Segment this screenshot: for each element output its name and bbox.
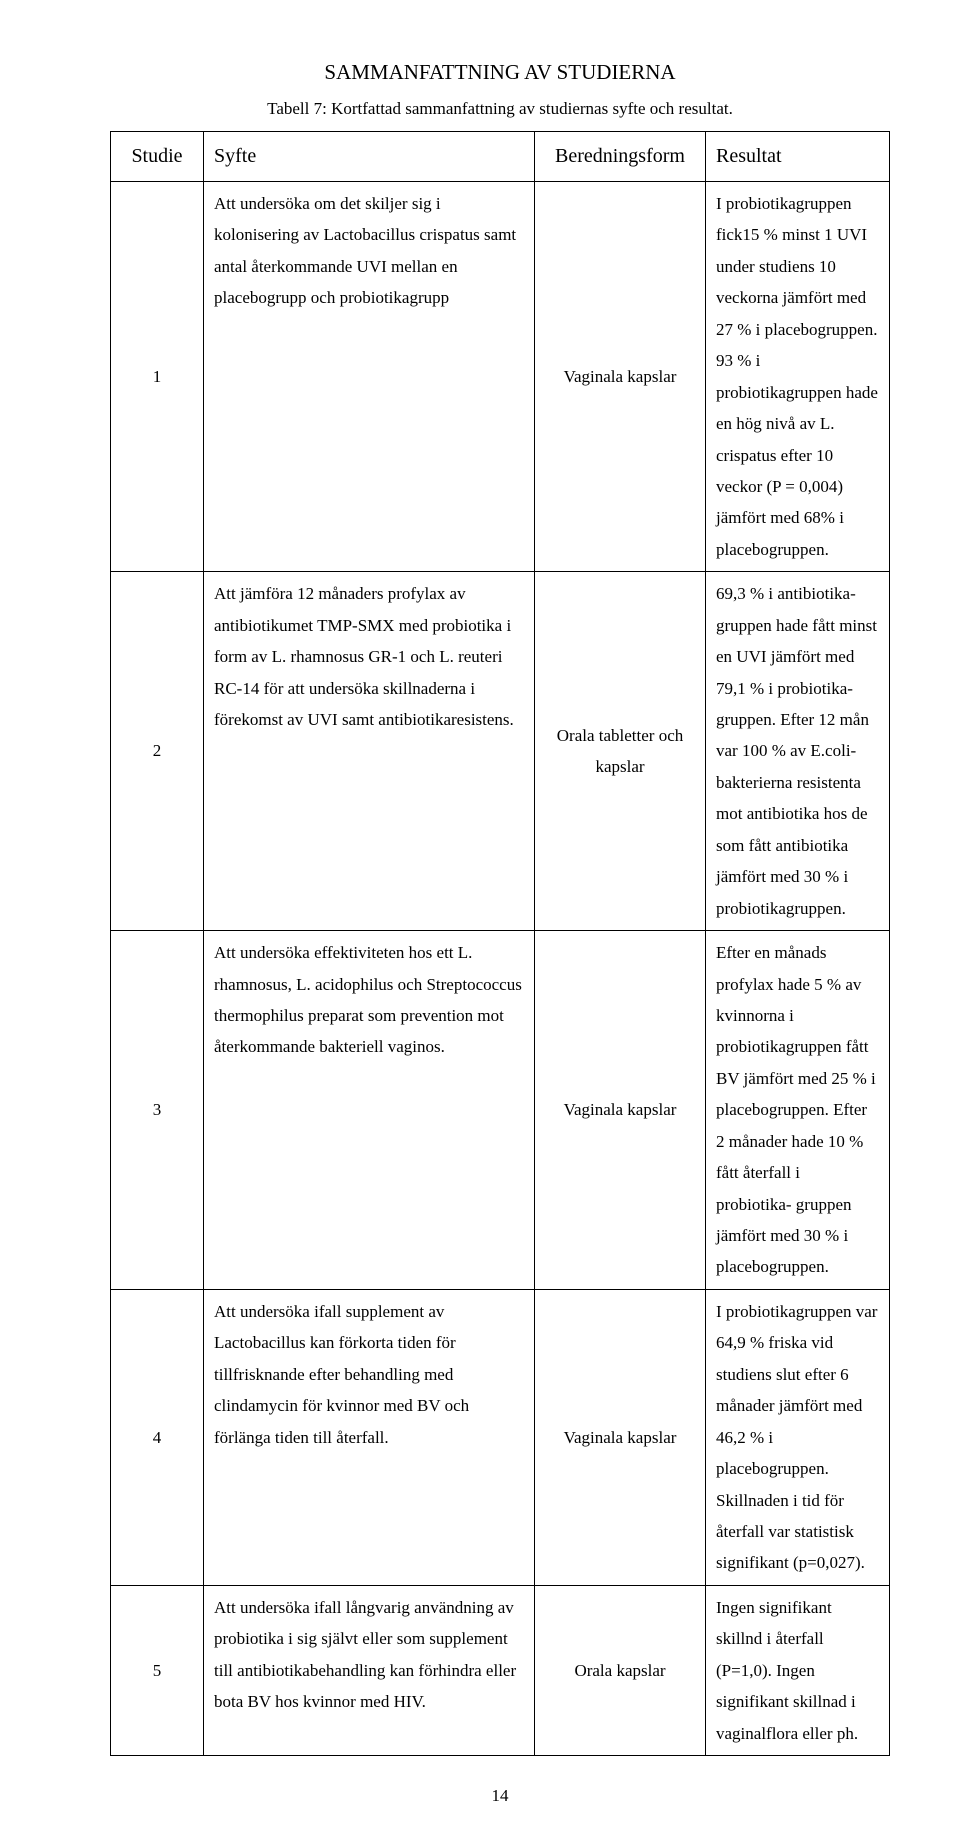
table-row: 4 Att undersöka ifall supplement av Lact… [111, 1289, 890, 1585]
cell-syfte: Att undersöka ifall långvarig användning… [204, 1585, 535, 1755]
cell-studie: 5 [111, 1585, 204, 1755]
page-number: 14 [110, 1786, 890, 1806]
cell-studie: 4 [111, 1289, 204, 1585]
table-row: 2 Att jämföra 12 månaders profylax av an… [111, 572, 890, 931]
cell-studie: 1 [111, 182, 204, 572]
cell-result: 69,3 % i antibiotika- gruppen hade fått … [706, 572, 890, 931]
header-form: Beredningsform [535, 132, 706, 182]
summary-table: Studie Syfte Beredningsform Resultat 1 A… [110, 131, 890, 1756]
document-title: SAMMANFATTNING AV STUDIERNA [110, 60, 890, 85]
header-result: Resultat [706, 132, 890, 182]
cell-studie: 2 [111, 572, 204, 931]
table-row: 1 Att undersöka om det skiljer sig i kol… [111, 182, 890, 572]
cell-form: Vaginala kapslar [535, 1289, 706, 1585]
cell-form: Orala tabletter och kapslar [535, 572, 706, 931]
cell-syfte: Att jämföra 12 månaders profylax av anti… [204, 572, 535, 931]
cell-result: I probiotikagruppen var 64,9 % friska vi… [706, 1289, 890, 1585]
cell-result: Ingen signifikant skillnd i återfall (P=… [706, 1585, 890, 1755]
table-caption: Tabell 7: Kortfattad sammanfattning av s… [110, 99, 890, 119]
cell-studie: 3 [111, 931, 204, 1290]
cell-syfte: Att undersöka effektiviteten hos ett L. … [204, 931, 535, 1290]
cell-result: Efter en månads profylax hade 5 % av kvi… [706, 931, 890, 1290]
document-page: SAMMANFATTNING AV STUDIERNA Tabell 7: Ko… [0, 0, 960, 1846]
cell-form: Vaginala kapslar [535, 931, 706, 1290]
cell-form: Orala kapslar [535, 1585, 706, 1755]
cell-syfte: Att undersöka om det skiljer sig i kolon… [204, 182, 535, 572]
cell-syfte: Att undersöka ifall supplement av Lactob… [204, 1289, 535, 1585]
header-syfte: Syfte [204, 132, 535, 182]
table-header-row: Studie Syfte Beredningsform Resultat [111, 132, 890, 182]
cell-form: Vaginala kapslar [535, 182, 706, 572]
table-row: 5 Att undersöka ifall långvarig användni… [111, 1585, 890, 1755]
header-studie: Studie [111, 132, 204, 182]
table-row: 3 Att undersöka effektiviteten hos ett L… [111, 931, 890, 1290]
cell-result: I probiotikagruppen fick15 % minst 1 UVI… [706, 182, 890, 572]
